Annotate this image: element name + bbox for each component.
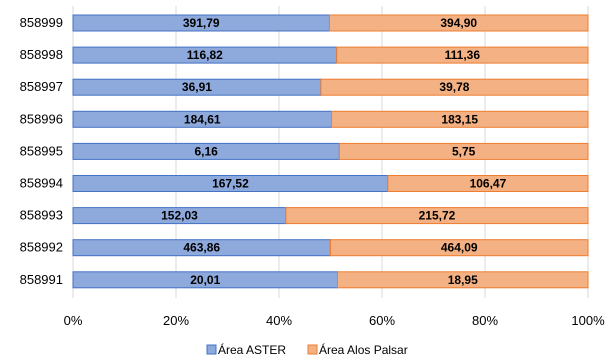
bar-segment-alos-palsar (337, 271, 589, 289)
data-label: 20,01 (190, 273, 220, 287)
data-label: 111,36 (445, 48, 481, 62)
bar-segment-alos-palsar (285, 207, 589, 225)
data-label: 152,03 (161, 209, 198, 223)
x-tick-label: 80% (472, 313, 498, 328)
x-tick-label: 40% (266, 313, 292, 328)
category-label: 858996 (20, 111, 63, 126)
bar-segment-alos-palsar (328, 14, 589, 32)
data-label: 39,78 (439, 80, 469, 94)
bar-segment-alos-palsar (329, 239, 589, 257)
data-label: 18,95 (448, 273, 478, 287)
data-label: 391,79 (183, 16, 220, 30)
bar-segment-alos-palsar (331, 110, 589, 128)
category-label: 858998 (20, 47, 63, 62)
category-label: 858991 (20, 272, 63, 287)
category-label: 858993 (20, 208, 63, 223)
category-labels: 858999 858998 858997 858996 858995 858994 8589… (20, 15, 63, 287)
bar-segment-alos-palsar (338, 142, 589, 160)
data-label: 167,52 (212, 177, 249, 191)
x-tick-label: 20% (163, 313, 189, 328)
bar-segment-alos-palsar (320, 78, 589, 96)
legend-swatch-aster (206, 344, 217, 355)
data-label: 184,61 (184, 112, 221, 126)
category-label: 858997 (20, 79, 63, 94)
data-label: 106,47 (470, 177, 507, 191)
bar-segment-alos-palsar (387, 175, 589, 192)
data-label: 183,15 (441, 112, 478, 126)
x-axis-ticks: 0% 20% 40% 60% 80% 100% (64, 313, 605, 328)
data-label: 5,75 (452, 144, 476, 158)
data-label: 36,91 (182, 80, 212, 94)
legend: Área ASTER Área Alos Palsar (206, 342, 408, 357)
bars: 391,79 394,90 116,82 111,36 36,91 39,78 184,61… (72, 14, 589, 289)
data-label: 464,09 (441, 241, 478, 255)
category-label: 858994 (20, 176, 63, 191)
bar-segment-alos-palsar (336, 46, 589, 64)
legend-label-alos-palsar: Área Alos Palsar (319, 342, 408, 357)
category-label: 858999 (20, 15, 63, 30)
data-label: 463,86 (183, 241, 220, 255)
legend-label-aster: Área ASTER (218, 342, 286, 357)
data-label: 6,16 (195, 144, 219, 158)
x-tick-label: 60% (369, 313, 395, 328)
category-label: 858992 (20, 240, 63, 255)
legend-swatch-alos-palsar (307, 344, 318, 355)
data-label: 116,82 (187, 48, 223, 62)
data-label: 394,90 (440, 16, 477, 30)
x-tick-label: 0% (64, 313, 83, 328)
category-label: 858995 (20, 143, 63, 158)
data-label: 215,72 (419, 209, 456, 223)
legend-item-aster: Área ASTER (206, 342, 286, 357)
legend-item-alos-palsar: Área Alos Palsar (307, 342, 408, 357)
x-tick-label: 100% (571, 313, 605, 328)
